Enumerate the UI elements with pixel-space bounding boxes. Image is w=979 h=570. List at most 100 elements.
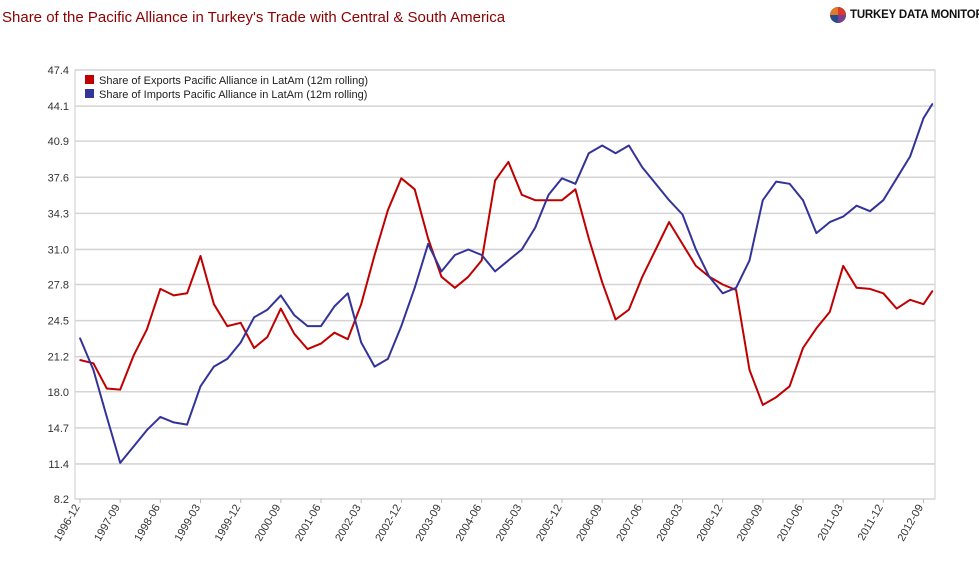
- data-point: [931, 290, 934, 292]
- x-tick-label: 2008-03: [655, 503, 686, 544]
- data-point: [855, 204, 858, 207]
- data-point: [387, 358, 389, 360]
- x-tick-label: 2011-12: [856, 503, 886, 543]
- data-point: [668, 221, 670, 223]
- y-tick-label: 27.8: [48, 280, 69, 292]
- data-point: [494, 179, 496, 182]
- data-point: [842, 265, 844, 267]
- data-point: [601, 144, 603, 147]
- data-point: [92, 362, 95, 365]
- data-point: [467, 276, 470, 278]
- data-point: [802, 347, 804, 349]
- data-point: [159, 288, 162, 290]
- data-point: [373, 365, 376, 368]
- y-tick-label: 24.5: [48, 316, 69, 328]
- data-point: [882, 292, 885, 295]
- data-point: [828, 311, 831, 313]
- x-tick-label: 2012-09: [896, 503, 927, 544]
- data-point: [931, 103, 934, 105]
- data-point: [842, 215, 844, 218]
- brand-logo: TURKEY DATA MONITOR: [829, 6, 979, 24]
- data-point: [909, 155, 911, 158]
- data-point: [708, 276, 711, 278]
- data-point: [882, 199, 885, 202]
- data-point: [494, 270, 496, 273]
- data-point: [132, 445, 135, 448]
- data-point: [320, 342, 322, 345]
- y-tick-label: 8.2: [54, 494, 69, 506]
- data-point: [413, 286, 416, 289]
- legend-swatch: [85, 75, 94, 84]
- x-tick-label: 2008-12: [695, 503, 726, 544]
- data-point: [748, 369, 751, 371]
- data-point: [775, 396, 778, 399]
- y-tick-label: 18.0: [48, 387, 69, 399]
- data-point: [521, 193, 523, 196]
- x-tick-label: 2002-12: [373, 503, 404, 544]
- data-point: [119, 388, 121, 391]
- data-point: [427, 237, 429, 240]
- data-point: [869, 210, 871, 212]
- data-point: [641, 166, 644, 169]
- data-point: [266, 336, 269, 338]
- data-point: [480, 254, 483, 256]
- data-point: [521, 248, 523, 251]
- pie-logo-icon: [830, 7, 846, 23]
- data-point: [895, 177, 898, 180]
- data-point: [346, 338, 349, 341]
- legend-label: Share of Imports Pacific Alliance in Lat…: [99, 89, 367, 101]
- data-point: [668, 199, 670, 202]
- x-tick-label: 2010-06: [775, 503, 806, 544]
- data-point: [454, 254, 456, 256]
- data-point: [480, 259, 483, 262]
- data-point: [146, 429, 148, 431]
- data-point: [695, 265, 697, 267]
- data-point: [172, 421, 175, 424]
- data-point: [775, 180, 778, 183]
- data-point: [922, 303, 925, 305]
- data-point: [79, 337, 81, 339]
- y-tick-label: 37.6: [48, 172, 69, 184]
- x-tick-label: 2011-03: [816, 503, 846, 543]
- data-point: [346, 292, 349, 295]
- x-tick-label: 2007-06: [614, 503, 645, 544]
- data-point: [280, 307, 282, 310]
- data-point: [534, 199, 537, 202]
- data-point: [440, 276, 443, 278]
- data-point: [186, 423, 188, 426]
- data-point: [400, 177, 403, 180]
- y-tick-label: 34.3: [48, 208, 69, 220]
- data-point: [815, 327, 818, 330]
- data-point: [293, 314, 296, 316]
- x-tick-label: 2001-06: [293, 503, 324, 544]
- data-point: [587, 152, 590, 154]
- data-point: [239, 341, 242, 344]
- data-point: [869, 288, 871, 290]
- x-tick-label: 2005-03: [494, 503, 525, 544]
- data-point: [681, 213, 684, 216]
- data-point: [681, 243, 684, 245]
- data-point: [146, 328, 148, 331]
- y-tick-label: 40.9: [48, 136, 69, 148]
- legend-label: Share of Exports Pacific Alliance in Lat…: [99, 75, 368, 87]
- data-point: [199, 385, 202, 388]
- data-point: [762, 404, 764, 406]
- data-point: [828, 221, 831, 223]
- y-tick-label: 21.2: [48, 352, 69, 364]
- data-point: [333, 305, 336, 308]
- x-tick-label: 2005-12: [534, 503, 565, 544]
- data-point: [213, 365, 215, 368]
- chart-title: Share of the Pacific Alliance in Turkey'…: [2, 9, 506, 26]
- data-point: [855, 286, 858, 289]
- data-point: [574, 188, 577, 191]
- x-tick-label: 2003-09: [414, 503, 445, 544]
- data-point: [105, 387, 108, 390]
- data-point: [360, 341, 362, 344]
- data-point: [105, 416, 108, 418]
- data-point: [614, 152, 617, 154]
- data-point: [762, 199, 764, 202]
- data-point: [587, 237, 590, 240]
- x-tick-label: 1998-06: [132, 503, 163, 544]
- data-point: [226, 325, 229, 327]
